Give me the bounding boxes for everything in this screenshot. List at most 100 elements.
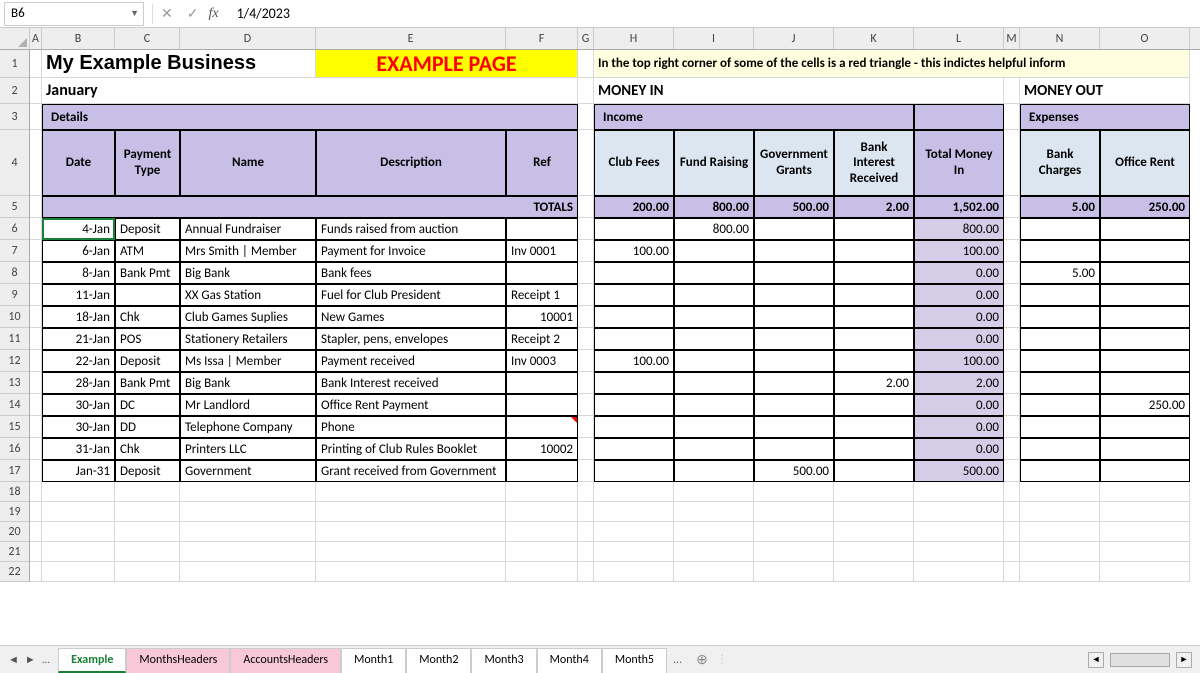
- cell[interactable]: [578, 196, 594, 218]
- example-page-banner[interactable]: EXAMPLE PAGE: [316, 50, 578, 78]
- cell[interactable]: [1004, 262, 1020, 284]
- cell-paytype[interactable]: Deposit: [115, 460, 180, 482]
- cell-name[interactable]: Government: [180, 460, 316, 482]
- total-govgrants[interactable]: 500.00: [754, 196, 834, 218]
- cell-bankcharges[interactable]: [1020, 328, 1100, 350]
- cell[interactable]: [578, 438, 594, 460]
- cell-empty[interactable]: [834, 502, 914, 522]
- money-in-label[interactable]: MONEY IN: [594, 78, 1004, 104]
- cell[interactable]: [578, 328, 594, 350]
- cell-empty[interactable]: [754, 542, 834, 562]
- cell-fundraising[interactable]: [674, 394, 754, 416]
- money-out-label[interactable]: MONEY OUT: [1020, 78, 1190, 104]
- cell-paytype[interactable]: Bank Pmt: [115, 372, 180, 394]
- cell[interactable]: [1004, 104, 1020, 130]
- cell-paytype[interactable]: Deposit: [115, 350, 180, 372]
- cell-empty[interactable]: [578, 522, 594, 542]
- cell-date[interactable]: 30-Jan: [42, 416, 115, 438]
- col-header[interactable]: L: [914, 28, 1004, 49]
- row-header[interactable]: 6: [0, 218, 29, 240]
- cell[interactable]: [30, 284, 42, 306]
- cell[interactable]: [30, 262, 42, 284]
- cell-bankcharges[interactable]: [1020, 350, 1100, 372]
- total-officerent[interactable]: 250.00: [1100, 196, 1190, 218]
- cell-empty[interactable]: [42, 522, 115, 542]
- col-header[interactable]: G: [578, 28, 594, 49]
- totals-label[interactable]: TOTALS: [42, 196, 578, 218]
- cell-fundraising[interactable]: [674, 262, 754, 284]
- cell-clubfees[interactable]: [594, 394, 674, 416]
- cell-bankint[interactable]: [834, 350, 914, 372]
- cell-empty[interactable]: [914, 502, 1004, 522]
- cell-bankint[interactable]: 2.00: [834, 372, 914, 394]
- cell[interactable]: [30, 394, 42, 416]
- cell-desc[interactable]: Grant received from Government: [316, 460, 506, 482]
- cell-empty[interactable]: [1100, 482, 1190, 502]
- hdr-bankcharges[interactable]: Bank Charges: [1020, 130, 1100, 196]
- row-header[interactable]: 8: [0, 262, 29, 284]
- cell-empty[interactable]: [1020, 502, 1100, 522]
- row-header[interactable]: 4: [0, 130, 29, 196]
- cell-paytype[interactable]: DD: [115, 416, 180, 438]
- sheet-tab[interactable]: Month5: [602, 648, 667, 673]
- cell-clubfees[interactable]: 100.00: [594, 350, 674, 372]
- cell-ref[interactable]: [506, 416, 578, 438]
- cell-empty[interactable]: [1020, 562, 1100, 582]
- cell[interactable]: [578, 372, 594, 394]
- cell-govgrants[interactable]: [754, 438, 834, 460]
- cell-empty[interactable]: [115, 562, 180, 582]
- cell-empty[interactable]: [42, 542, 115, 562]
- cell-bankint[interactable]: [834, 240, 914, 262]
- cell-empty[interactable]: [594, 542, 674, 562]
- cell-govgrants[interactable]: [754, 350, 834, 372]
- cell-empty[interactable]: [674, 562, 754, 582]
- cell-empty[interactable]: [754, 522, 834, 542]
- cell-empty[interactable]: [674, 482, 754, 502]
- cell-empty[interactable]: [914, 482, 1004, 502]
- cell[interactable]: [578, 50, 594, 78]
- sheet-tab[interactable]: AccountsHeaders: [230, 648, 341, 673]
- cell-ref[interactable]: 10001: [506, 306, 578, 328]
- cell[interactable]: [30, 130, 42, 196]
- cell-date[interactable]: 4-Jan: [42, 218, 115, 240]
- cell-ref[interactable]: Inv 0001: [506, 240, 578, 262]
- cell-bankint[interactable]: [834, 416, 914, 438]
- expenses-header[interactable]: Expenses: [1020, 104, 1190, 130]
- cell-ref[interactable]: [506, 262, 578, 284]
- cell-empty[interactable]: [1004, 542, 1020, 562]
- cell-empty[interactable]: [1100, 562, 1190, 582]
- cell-bankcharges[interactable]: [1020, 372, 1100, 394]
- cell-fundraising[interactable]: [674, 416, 754, 438]
- cell-empty[interactable]: [30, 562, 42, 582]
- cell-empty[interactable]: [594, 482, 674, 502]
- cell-fundraising[interactable]: [674, 460, 754, 482]
- cell[interactable]: [30, 218, 42, 240]
- hdr-name[interactable]: Name: [180, 130, 316, 196]
- row-header[interactable]: 13: [0, 372, 29, 394]
- cell-totalin[interactable]: 100.00: [914, 350, 1004, 372]
- cell-desc[interactable]: Stapler, pens, envelopes: [316, 328, 506, 350]
- cell-empty[interactable]: [506, 482, 578, 502]
- cell-empty[interactable]: [1004, 502, 1020, 522]
- cell[interactable]: [30, 240, 42, 262]
- cell[interactable]: [1004, 306, 1020, 328]
- cell-officerent[interactable]: [1100, 240, 1190, 262]
- cell-empty[interactable]: [578, 562, 594, 582]
- cell-empty[interactable]: [316, 542, 506, 562]
- cell-empty[interactable]: [115, 482, 180, 502]
- cell-empty[interactable]: [1004, 482, 1020, 502]
- cell-empty[interactable]: [1004, 522, 1020, 542]
- cell-empty[interactable]: [1100, 502, 1190, 522]
- col-header[interactable]: K: [834, 28, 914, 49]
- cell-empty[interactable]: [1100, 522, 1190, 542]
- sheet-tab[interactable]: Month1: [341, 648, 406, 673]
- cell-clubfees[interactable]: [594, 284, 674, 306]
- cell-name[interactable]: Mr Landlord: [180, 394, 316, 416]
- add-sheet-icon[interactable]: ⊕: [688, 651, 716, 668]
- cell[interactable]: [578, 78, 594, 104]
- cell-clubfees[interactable]: [594, 372, 674, 394]
- cell-govgrants[interactable]: [754, 218, 834, 240]
- col-header[interactable]: B: [42, 28, 115, 49]
- cell-clubfees[interactable]: [594, 438, 674, 460]
- row-header[interactable]: 17: [0, 460, 29, 482]
